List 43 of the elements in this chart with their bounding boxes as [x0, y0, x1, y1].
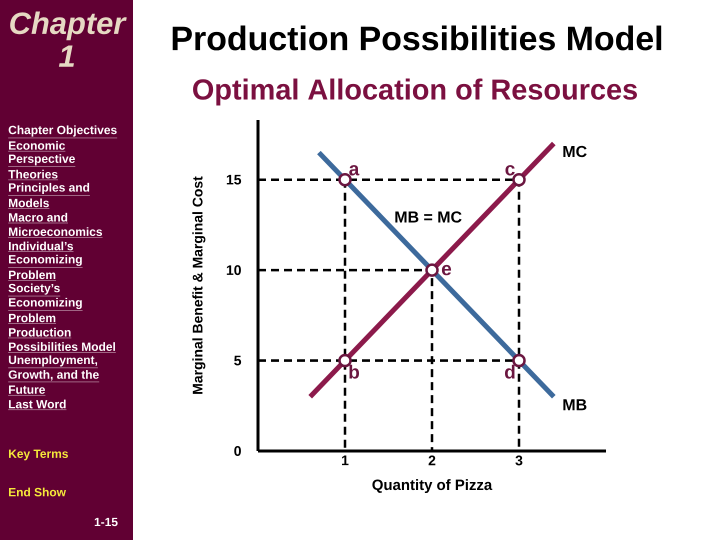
- text: Possibilities Model: [8, 342, 115, 351]
- text: Economizing: [8, 298, 82, 310]
- text: Production: [8, 328, 71, 337]
- annotation: b: [349, 364, 360, 379]
- text: Economizing: [8, 254, 82, 266]
- y-axis-title: Marginal Benefit & Marginal Cost: [192, 176, 206, 394]
- y-tick-label: 0: [234, 446, 241, 456]
- text: Key Terms: [8, 450, 68, 460]
- annotation: a: [349, 165, 360, 176]
- text: Problem: [8, 313, 56, 322]
- y-tick-label: 5: [234, 356, 242, 366]
- text: 1-15: [94, 518, 118, 526]
- text: Principles and: [8, 182, 90, 194]
- text: Chapter 1: [10, 12, 127, 67]
- y-tick-label: 15: [226, 174, 242, 185]
- chart-title: Production Possibilities Model: [172, 26, 662, 50]
- text: Society’s: [8, 284, 60, 295]
- series-label: MB: [563, 399, 586, 410]
- text: Macro and: [8, 212, 68, 222]
- y-tick-label: 10: [226, 265, 241, 276]
- annotation: MB = MC: [395, 211, 462, 223]
- text: Future: [8, 385, 45, 394]
- text: Economic: [8, 140, 65, 150]
- text: Models: [8, 198, 49, 208]
- annotation: c: [505, 165, 515, 176]
- text: End Show: [8, 488, 66, 496]
- text: Growth, and the: [8, 370, 99, 381]
- x-tick-label: 2: [428, 456, 436, 466]
- text: Last Word: [8, 400, 66, 408]
- annotation: d: [505, 364, 515, 379]
- series-label: MC: [563, 146, 587, 158]
- x-tick-label: 1: [342, 456, 348, 466]
- text: Individual’s: [8, 242, 74, 250]
- chart-subtitle: Optimal Allocation of Resources: [193, 78, 637, 106]
- x-tick-label: 3: [515, 456, 522, 466]
- text: Chapter Objectives: [8, 125, 117, 137]
- text: Unemployment,: [8, 355, 98, 366]
- text: Perspective: [8, 154, 75, 166]
- text: Microeconomics: [8, 227, 102, 236]
- text: Theories: [8, 170, 58, 178]
- annotation: e: [442, 264, 452, 276]
- x-axis-title: Quantity of Pizza: [372, 479, 492, 494]
- text: Problem: [8, 270, 56, 280]
